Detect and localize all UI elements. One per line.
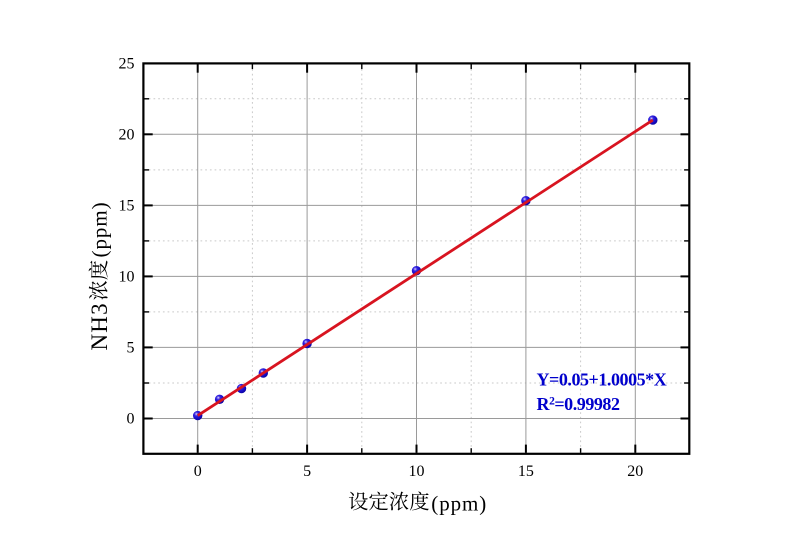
svg-text:25: 25 <box>119 56 135 73</box>
svg-text:NH3: NH3 <box>87 302 112 350</box>
svg-text:0: 0 <box>127 411 135 428</box>
svg-text:(ppm): (ppm) <box>88 201 112 257</box>
svg-text:R2=0.99982: R2=0.99982 <box>537 394 620 414</box>
svg-text:20: 20 <box>627 463 643 480</box>
svg-text:5: 5 <box>303 463 311 480</box>
svg-text:0: 0 <box>194 463 202 480</box>
svg-text:20: 20 <box>119 127 135 144</box>
svg-text:10: 10 <box>409 463 425 480</box>
svg-text:5: 5 <box>127 340 135 357</box>
svg-text:15: 15 <box>518 463 534 480</box>
svg-text:Y=0.05+1.0005*X: Y=0.05+1.0005*X <box>537 370 667 390</box>
svg-text:15: 15 <box>119 198 135 215</box>
svg-text:10: 10 <box>119 269 135 286</box>
svg-text:(ppm): (ppm) <box>431 491 487 515</box>
